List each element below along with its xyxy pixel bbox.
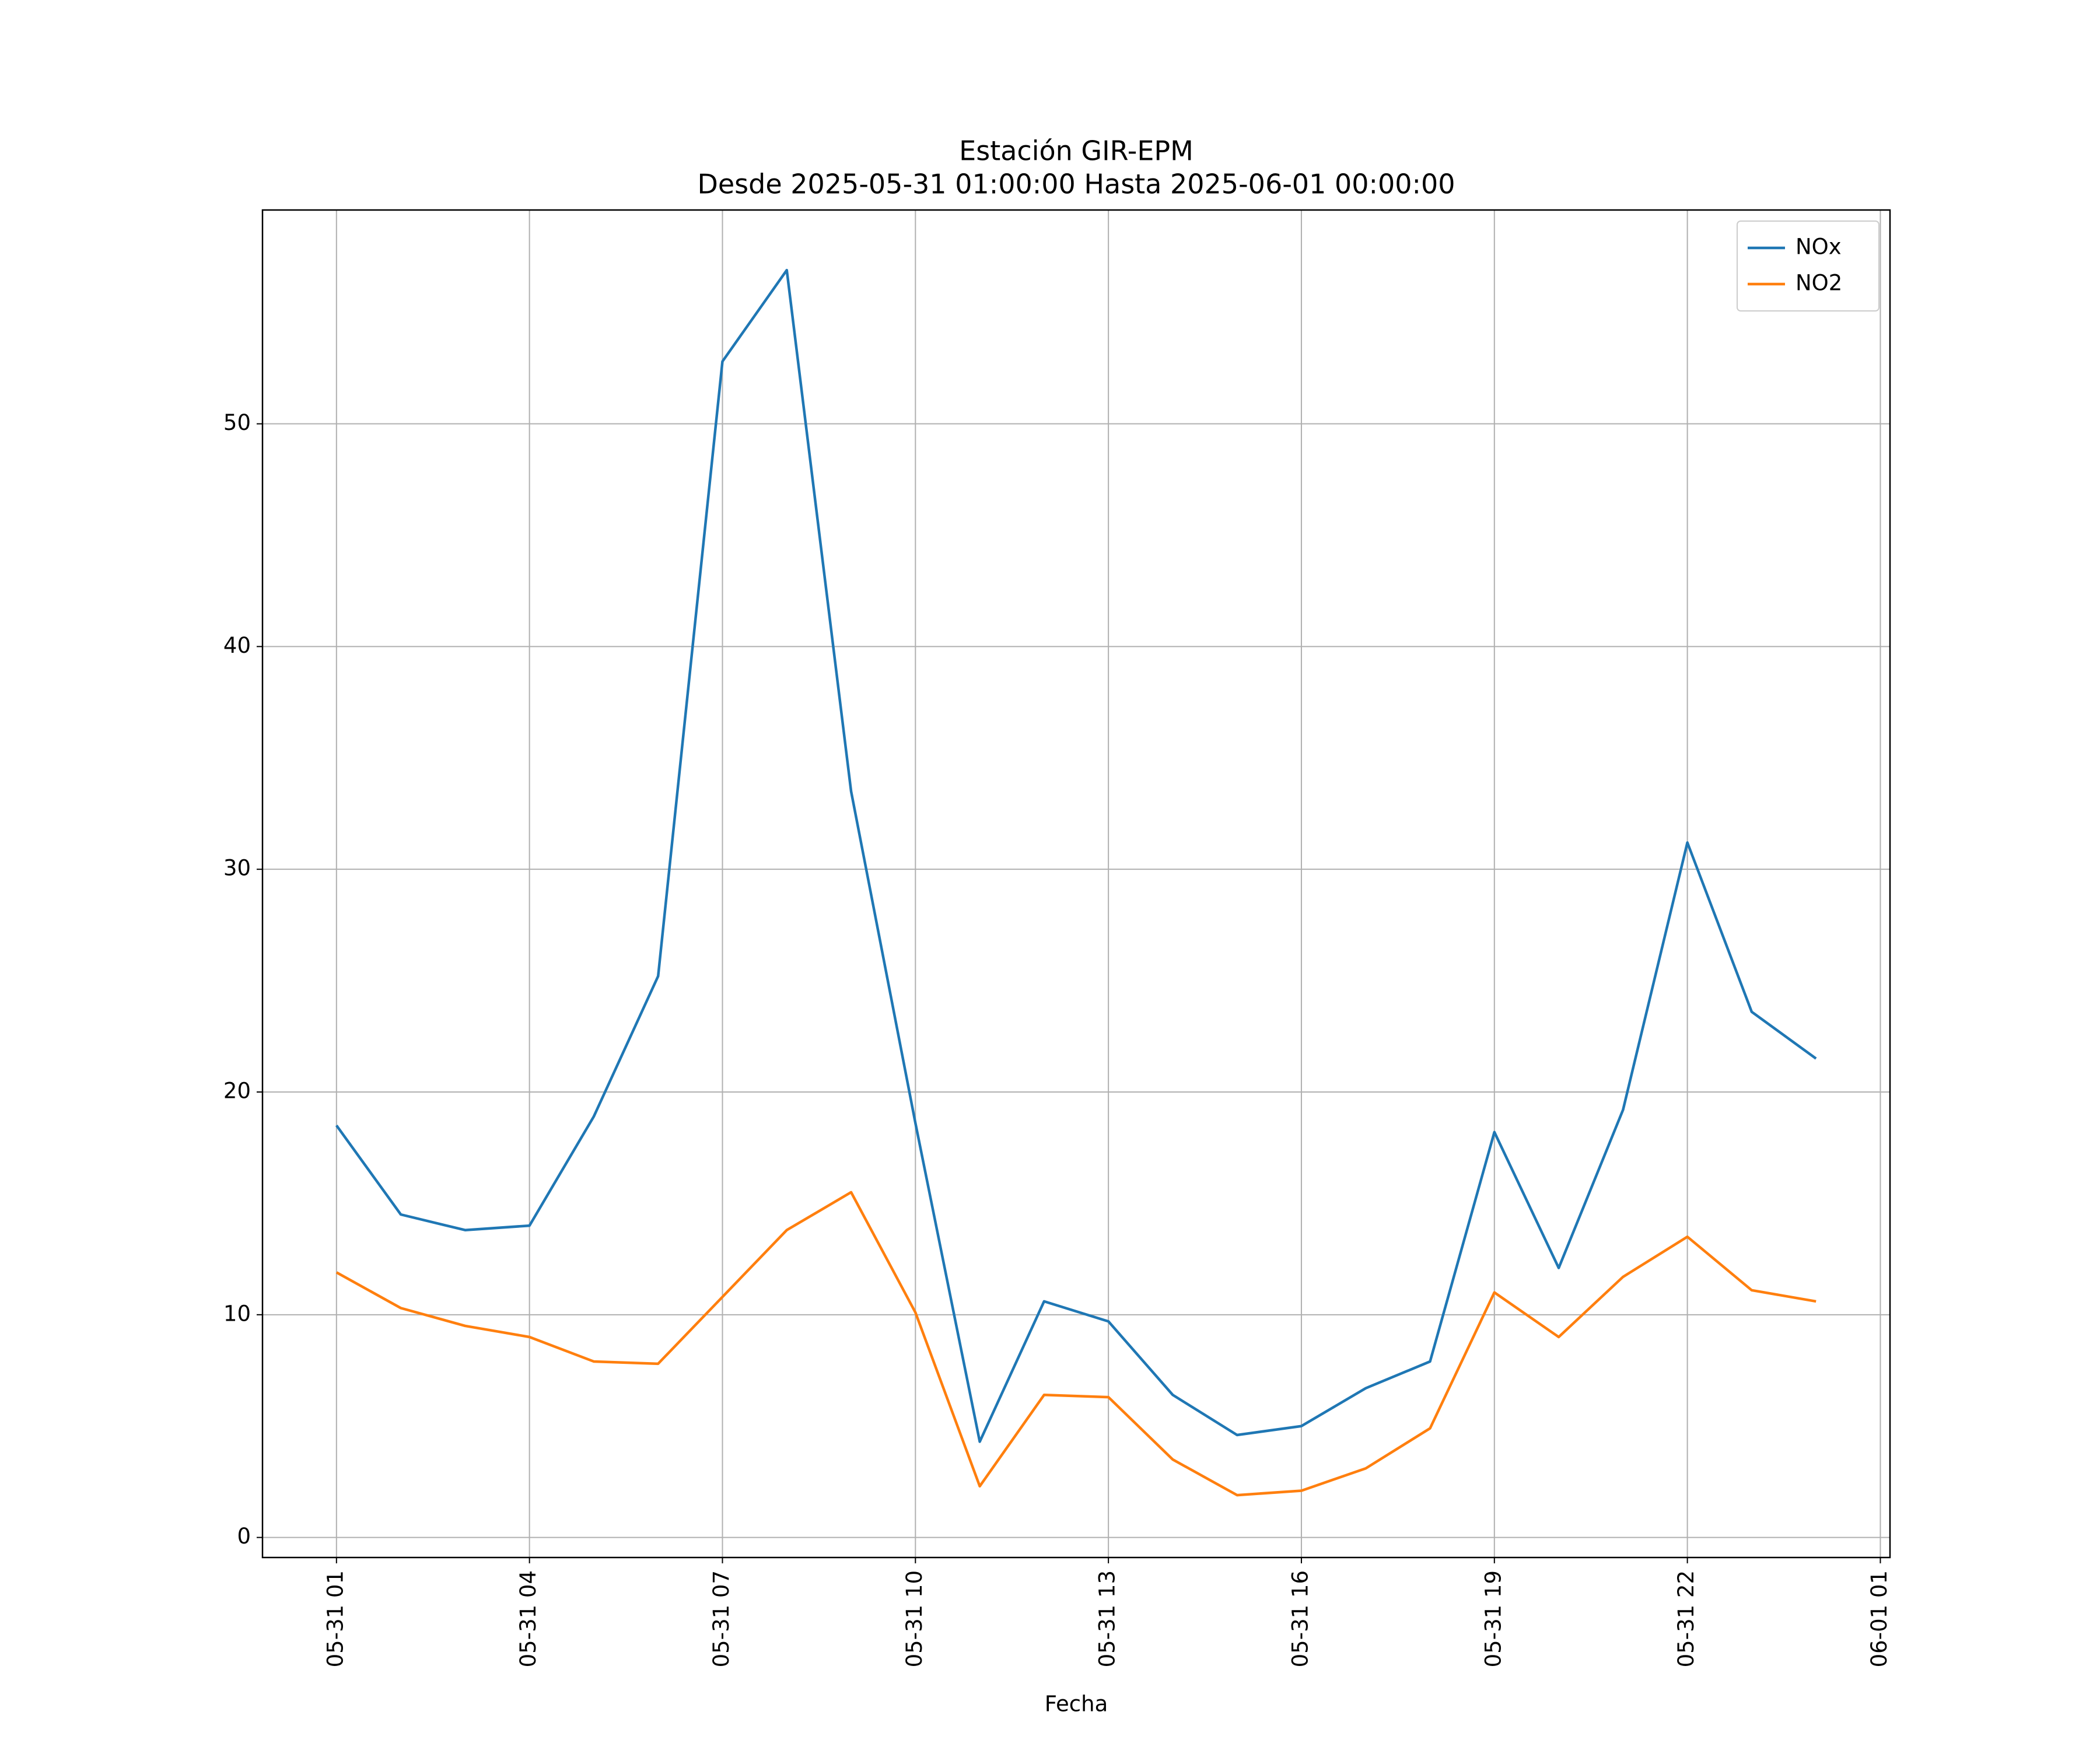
x-tick-label: 05-31 07 <box>709 1570 734 1667</box>
y-tick-label: 40 <box>223 633 251 658</box>
y-tick-label: 30 <box>223 856 251 881</box>
x-tick-label: 05-31 22 <box>1674 1570 1699 1667</box>
plot-frame <box>261 209 1891 1559</box>
x-tick-label: 05-31 04 <box>516 1570 541 1667</box>
x-tick-label: 05-31 13 <box>1095 1570 1120 1667</box>
y-tick-label: 10 <box>223 1301 251 1326</box>
x-tick-label: 05-31 01 <box>323 1570 348 1667</box>
chart-subtitle: Desde 2025-05-31 01:00:00 Hasta 2025-06-… <box>697 169 1455 200</box>
x-tick-label: 05-31 16 <box>1287 1570 1312 1667</box>
y-tick-label: 20 <box>223 1079 251 1104</box>
x-axis-label: Fecha <box>1045 1692 1108 1717</box>
series-line <box>335 1191 1817 1497</box>
y-tick-label: 0 <box>237 1524 251 1549</box>
x-tick-label: 05-31 19 <box>1480 1570 1506 1667</box>
chart-title: Estación GIR-EPM <box>959 135 1194 167</box>
legend: NOx NO2 <box>1737 220 1880 312</box>
legend-label: NO2 <box>1796 271 1842 296</box>
x-tick-label: 06-01 01 <box>1867 1570 1892 1667</box>
x-tick-label: 05-31 10 <box>902 1570 927 1667</box>
y-tick-label: 50 <box>223 410 251 435</box>
legend-label: NOx <box>1796 235 1842 260</box>
series-line <box>335 268 1817 1443</box>
legend-box <box>1737 220 1880 312</box>
